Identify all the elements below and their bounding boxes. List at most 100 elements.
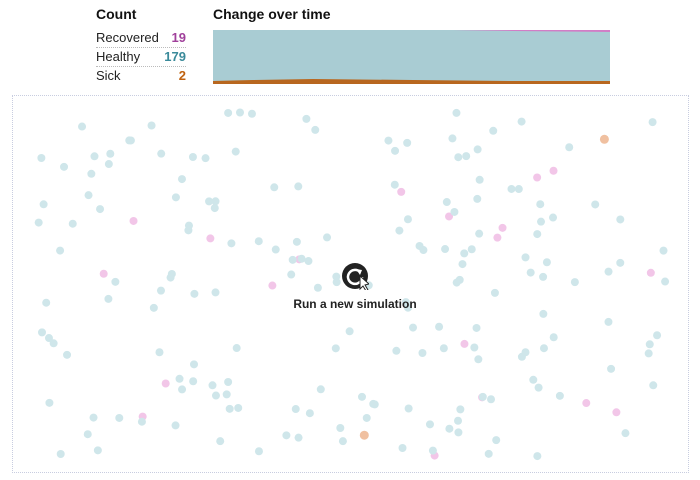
person-dot	[549, 213, 558, 222]
person-dot	[149, 303, 158, 312]
person-dot	[313, 283, 322, 292]
person-dot	[612, 408, 621, 417]
healthy-area	[213, 30, 610, 84]
person-dot	[161, 379, 170, 388]
person-dot	[157, 149, 166, 158]
person-dot	[129, 216, 138, 225]
person-dot	[473, 145, 482, 154]
person-dot	[171, 193, 180, 202]
person-dot	[452, 278, 461, 287]
person-dot	[45, 398, 54, 407]
person-dot	[428, 446, 437, 455]
person-dot	[338, 437, 347, 446]
person-dot	[216, 437, 225, 446]
person-dot	[68, 219, 77, 228]
person-dot	[607, 364, 616, 373]
dots	[34, 108, 670, 461]
person-dot	[211, 288, 220, 297]
person-dot	[49, 339, 58, 348]
person-dot	[247, 109, 256, 118]
replay-icon[interactable]	[341, 262, 371, 292]
person-dot	[294, 433, 303, 442]
person-dot	[56, 246, 65, 255]
person-dot	[565, 143, 574, 152]
simulation-area	[12, 95, 689, 473]
person-dot	[189, 360, 198, 369]
person-dot	[37, 153, 46, 162]
person-dot	[529, 375, 538, 384]
person-dot	[390, 180, 399, 189]
person-dot	[392, 346, 401, 355]
person-dot	[549, 333, 558, 342]
person-dot	[208, 381, 217, 390]
person-dot	[537, 217, 546, 226]
person-dot	[362, 413, 371, 422]
person-dot	[78, 122, 87, 131]
person-dot	[646, 268, 655, 277]
person-dot	[287, 270, 296, 279]
person-dot	[89, 413, 98, 422]
person-dot	[533, 452, 542, 461]
person-dot	[604, 317, 613, 326]
person-dot	[445, 212, 454, 221]
person-dot	[435, 322, 444, 331]
row-label: Healthy	[96, 49, 141, 64]
person-dot	[616, 258, 625, 267]
person-dot	[178, 385, 187, 394]
person-dot	[254, 447, 263, 456]
person-dot	[450, 207, 459, 216]
person-dot	[442, 198, 451, 207]
person-dot	[542, 258, 551, 267]
person-dot	[403, 215, 412, 224]
person-dot	[452, 108, 461, 117]
person-dot	[268, 281, 277, 290]
person-dot	[616, 215, 625, 224]
person-dot	[645, 340, 654, 349]
person-dot	[418, 348, 427, 357]
person-dot	[521, 348, 530, 357]
person-dot	[90, 152, 99, 161]
person-dot	[316, 385, 325, 394]
person-dot	[166, 273, 175, 282]
person-dot	[38, 328, 47, 337]
person-dot	[83, 430, 92, 439]
person-dot	[454, 416, 463, 425]
button-label[interactable]: Run a new simulation	[293, 297, 417, 311]
person-dot	[484, 449, 493, 458]
person-dot	[311, 125, 320, 134]
person-dot	[104, 294, 113, 303]
person-dot	[549, 166, 558, 175]
count-row: Sick 2	[96, 66, 186, 85]
person-dot	[235, 108, 244, 117]
person-dot	[478, 392, 487, 401]
person-dot	[227, 239, 236, 248]
sick-area	[213, 79, 610, 84]
row-label: Recovered	[96, 30, 159, 45]
person-dot	[536, 200, 545, 209]
person-dot	[441, 245, 450, 254]
person-dot	[454, 428, 463, 437]
person-dot	[492, 436, 501, 445]
person-dot	[331, 344, 340, 353]
person-dot	[659, 246, 668, 255]
person-dot	[521, 253, 530, 262]
person-dot	[409, 323, 418, 332]
person-dot	[294, 182, 303, 191]
person-dot	[458, 260, 467, 269]
person-dot	[345, 327, 354, 336]
person-dot	[419, 246, 428, 255]
person-dot	[177, 175, 186, 184]
person-dot	[184, 226, 193, 235]
person-dot	[206, 234, 215, 243]
person-dot	[211, 197, 220, 206]
person-dot	[489, 126, 498, 135]
run-button[interactable]: Run a new simulation	[285, 262, 425, 311]
person-dot	[56, 450, 65, 459]
person-dot	[370, 400, 379, 409]
person-dot	[462, 152, 471, 161]
person-dot	[292, 237, 301, 246]
person-dot	[490, 288, 499, 297]
person-dot	[270, 183, 279, 192]
recovered-area	[213, 30, 610, 32]
person-dot	[84, 191, 93, 200]
